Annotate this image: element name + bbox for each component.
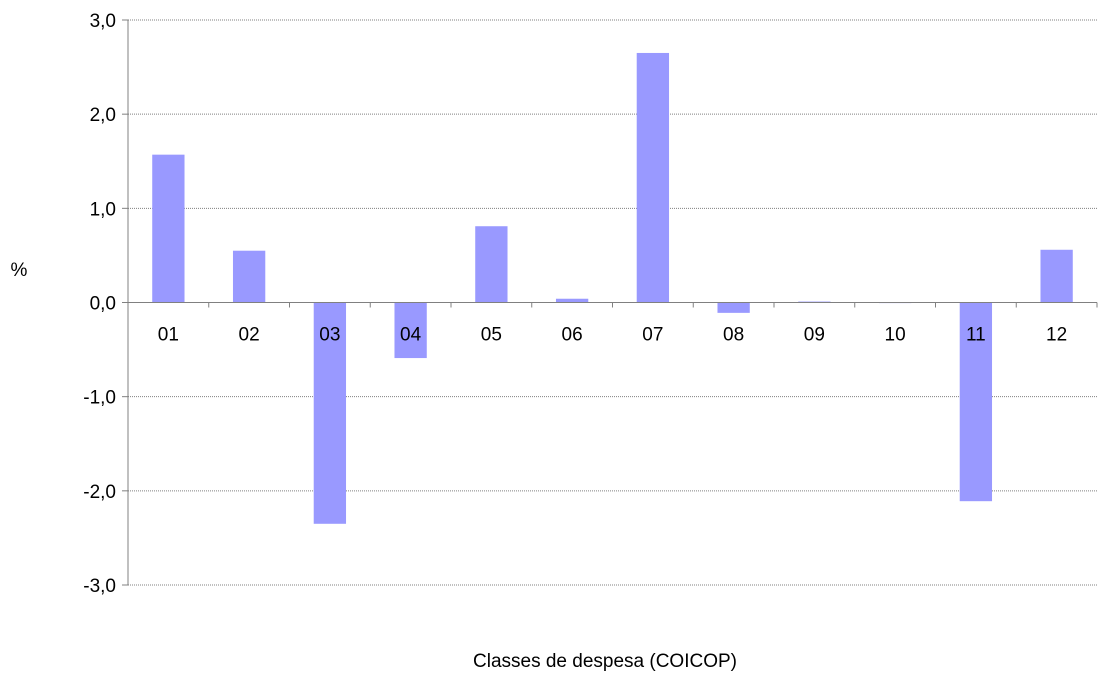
x-tick-label: 06 <box>562 325 583 346</box>
bar <box>555 298 589 303</box>
bar <box>1040 249 1073 303</box>
x-axis-label: Classes de despesa (COICOP) <box>473 651 737 672</box>
bars <box>152 52 1073 524</box>
x-tick-label: 03 <box>319 325 340 346</box>
bar <box>152 154 185 303</box>
x-tick-label: 01 <box>158 325 179 346</box>
bar <box>313 302 347 524</box>
x-tick-label: 09 <box>804 325 825 346</box>
bar <box>959 302 993 502</box>
bar <box>636 52 670 303</box>
y-tick-label: 2,0 <box>90 105 116 126</box>
bar <box>232 250 266 303</box>
x-tick-label: 02 <box>239 325 260 346</box>
axes <box>127 20 1097 585</box>
y-tick-label: -3,0 <box>83 576 116 597</box>
x-tick-label: 04 <box>400 325 422 346</box>
y-axis-label: % <box>11 260 28 281</box>
bar <box>394 302 427 359</box>
y-tick-label: -2,0 <box>83 482 116 503</box>
y-tick-label: 0,0 <box>90 294 116 315</box>
y-tick-labels: -3,0 -2,0 -1,0 0,0 1,0 2,0 3,0 <box>83 11 116 597</box>
x-tick-labels: 01 02 03 04 05 06 07 08 09 10 11 12 <box>158 325 1067 346</box>
x-tick-label: 08 <box>723 325 744 346</box>
bar <box>475 226 508 303</box>
bar <box>717 302 750 313</box>
y-tick-label: 1,0 <box>90 199 116 220</box>
x-tick-label: 11 <box>966 325 986 346</box>
gridlines <box>122 19 1098 586</box>
x-tick-label: 05 <box>481 325 502 346</box>
y-tick-label: 3,0 <box>90 11 116 32</box>
y-tick-label: -1,0 <box>83 388 116 409</box>
x-tick-label: 10 <box>885 325 906 346</box>
x-tick-label: 07 <box>642 325 663 346</box>
x-tick-label: 12 <box>1046 325 1067 346</box>
